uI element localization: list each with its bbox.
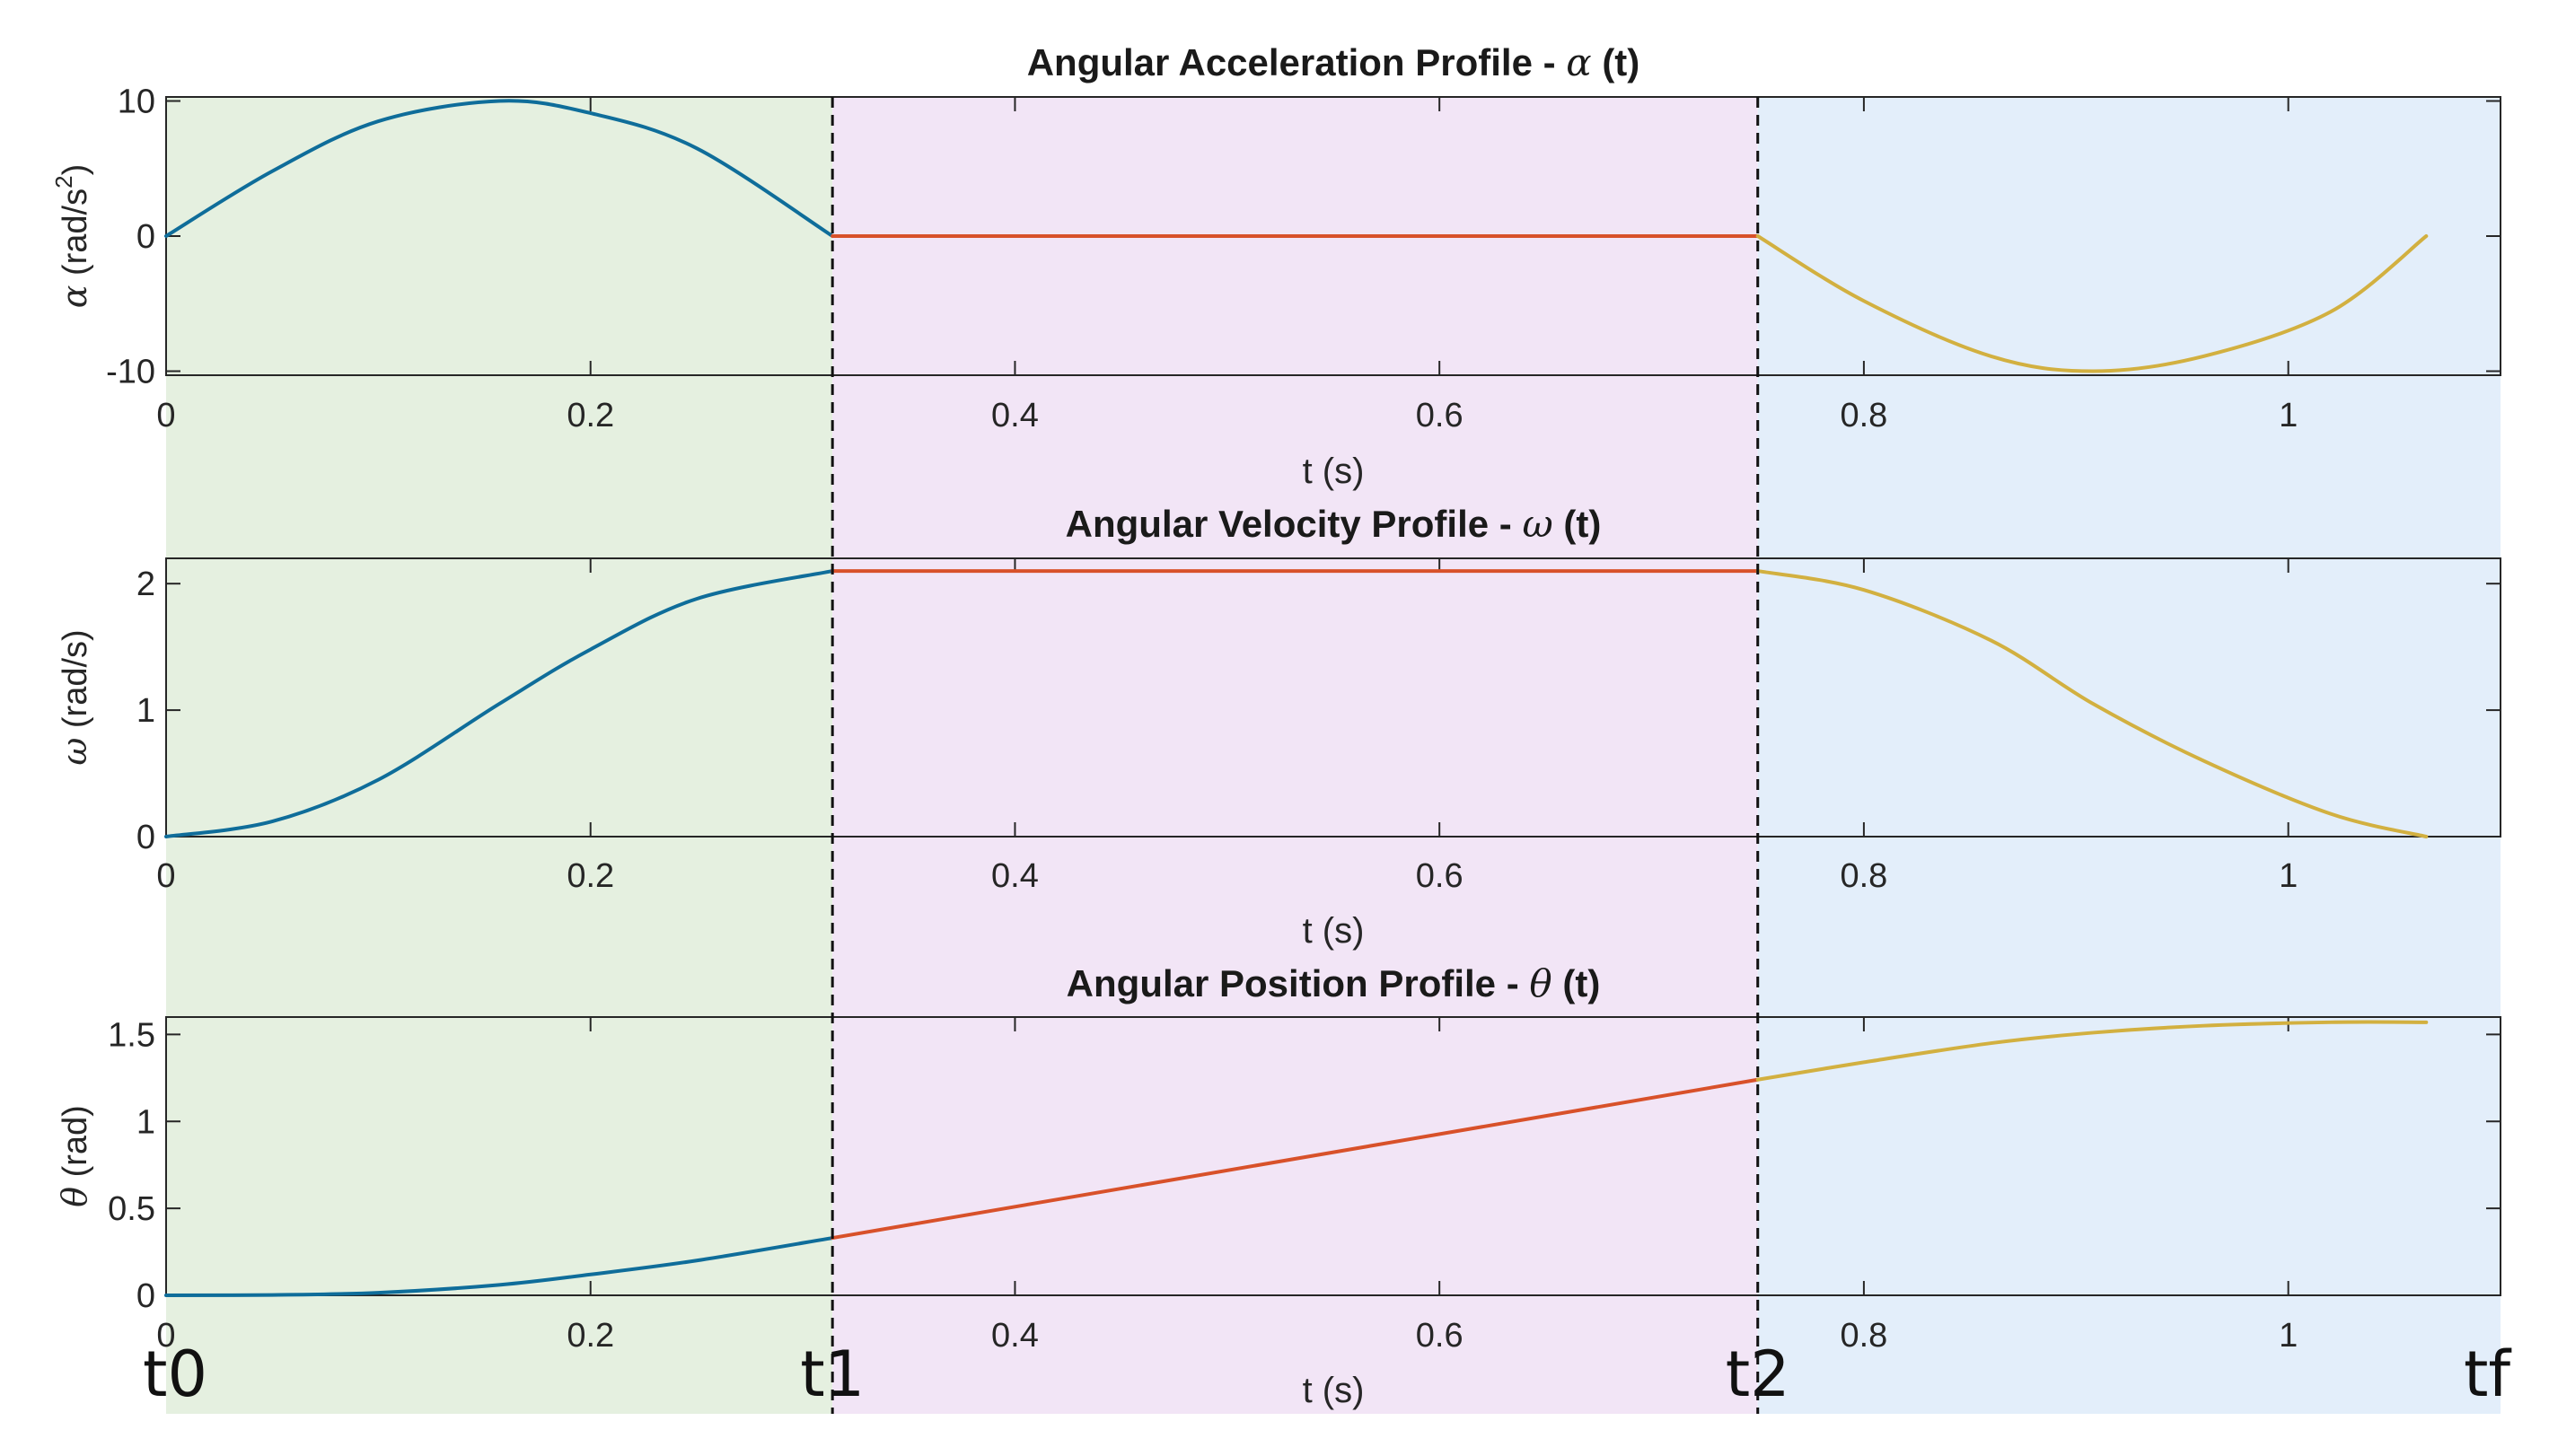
y-axis-label: α (rad/s2) [50, 164, 94, 309]
phase-boundaries [831, 97, 1760, 1414]
x-tick-label: 0.2 [567, 1317, 614, 1355]
series-line-phase-1 [164, 99, 835, 238]
x-axis-label: t (s) [1303, 911, 1365, 951]
y-tick-label: 0 [136, 819, 155, 856]
x-tick-label: 1 [2279, 1317, 2298, 1355]
subplot-title: Angular Position Profile - θ (t) [1067, 961, 1601, 1005]
x-tick-label: 0 [156, 857, 175, 895]
y-tick-label: 10 [118, 83, 155, 121]
y-tick-label: 1 [136, 1103, 155, 1141]
series-line-phase-1 [164, 1236, 835, 1297]
time-marker-t1: t1 [800, 1338, 865, 1411]
x-tick-label: 0.8 [1840, 857, 1887, 895]
series-line-phase-1 [164, 569, 835, 838]
x-tick-label: 0 [156, 1317, 175, 1355]
time-marker-t2: t2 [1726, 1338, 1790, 1411]
axes-box [165, 1016, 2501, 1296]
y-tick-label: 0.5 [108, 1190, 155, 1228]
subplot-3: 0 0.2 0.4 0.6 0.8 1 0 0.5 1 1.5 Angular Position P… [55, 961, 2501, 1410]
series-line-phase-3 [1755, 1020, 2429, 1082]
x-axis-label: t (s) [1303, 1371, 1365, 1410]
time-marker-tf: tf [2464, 1338, 2511, 1411]
x-tick-label: 0.6 [1416, 857, 1463, 895]
y-tick-label: -10 [106, 353, 155, 390]
y-tick-label: 0 [136, 218, 155, 256]
time-marker-t0: t0 [143, 1338, 207, 1411]
phase-backgrounds [166, 97, 2501, 1414]
series-line-phase-2 [831, 1077, 1760, 1241]
x-tick-label: 0.2 [567, 397, 614, 434]
series-line-phase-3 [1755, 569, 2429, 838]
x-tick-label: 0.8 [1840, 397, 1887, 434]
axes-box [165, 557, 2501, 838]
subplot-title: Angular Acceleration Profile - α (t) [1027, 40, 1640, 84]
y-tick-label: 1.5 [108, 1016, 155, 1054]
x-tick-label: 0.2 [567, 857, 614, 895]
x-tick-label: 0.6 [1416, 397, 1463, 434]
y-tick-label: 0 [136, 1277, 155, 1315]
y-axis-label: θ (rad) [55, 1105, 94, 1207]
x-tick-label: 0.4 [991, 397, 1039, 434]
y-axis-label: ω (rad/s) [55, 629, 94, 765]
x-tick-label: 0.8 [1840, 1317, 1887, 1355]
x-tick-label: 0.6 [1416, 1317, 1463, 1355]
x-tick-label: 0.4 [991, 857, 1039, 895]
x-tick-label: 0 [156, 397, 175, 434]
subplot-title: Angular Velocity Profile - ω (t) [1066, 502, 1602, 546]
x-tick-label: 1 [2279, 857, 2298, 895]
subplot-2: 0 0.2 0.4 0.6 0.8 1 0 1 2 Angular Velocity Profil… [55, 502, 2501, 951]
x-axis-label: t (s) [1303, 452, 1365, 491]
series-line-phase-3 [1755, 234, 2429, 373]
time-markers: t0 t1 t2 tf [143, 1338, 2511, 1411]
phase-1-background [166, 97, 833, 1414]
x-tick-label: 0.4 [991, 1317, 1039, 1355]
phase-2-background [832, 97, 1758, 1414]
phase-3-background [1757, 97, 2501, 1414]
y-tick-label: 2 [136, 566, 155, 603]
y-tick-label: 1 [136, 692, 155, 730]
x-tick-label: 1 [2279, 397, 2298, 434]
